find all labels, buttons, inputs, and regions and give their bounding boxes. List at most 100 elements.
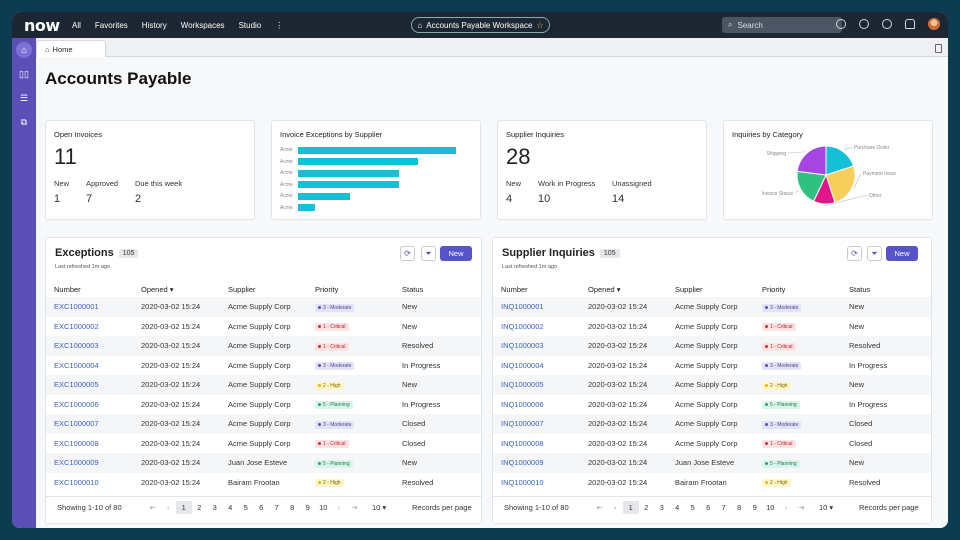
pie-slice[interactable]: [825, 165, 856, 204]
refresh-button[interactable]: ⟳: [847, 246, 862, 261]
column-header[interactable]: Supplier: [675, 285, 703, 294]
last-page-icon[interactable]: ⇥: [798, 503, 805, 512]
table-row[interactable]: INQ1000004 2020-03-02 15:24 Acme Supply Co…: [493, 356, 931, 376]
page-number[interactable]: 9: [305, 503, 310, 512]
tab-home[interactable]: ⌂ Home: [36, 40, 106, 57]
page-number[interactable]: 3: [212, 503, 217, 512]
table-row[interactable]: EXC1000006 2020-03-02 15:24 Acme Supply Co…: [46, 395, 481, 415]
list-icon[interactable]: ☰: [19, 92, 29, 103]
prev-page-icon[interactable]: ‹: [167, 503, 170, 512]
page-number[interactable]: 5: [243, 503, 248, 512]
nav-workspaces[interactable]: Workspaces: [180, 20, 225, 30]
pie-slice[interactable]: [825, 145, 855, 176]
page-number[interactable]: 7: [274, 503, 279, 512]
table-row[interactable]: INQ1000010 2020-03-02 15:24 Bairam Frootan…: [493, 473, 931, 493]
open-invoices-card[interactable]: Open Invoices 11 New 1 Approved 7 Due th…: [45, 120, 255, 220]
record-number-link[interactable]: INQ1000007: [493, 414, 580, 434]
chat-icon[interactable]: [859, 19, 869, 29]
refresh-button[interactable]: ⟳: [400, 246, 415, 261]
page-number[interactable]: 2: [644, 503, 649, 512]
column-header[interactable]: Opened ▾: [588, 285, 621, 294]
supplier-inquiries-card[interactable]: Supplier Inquiries 28 New 4 Work in Prog…: [497, 120, 707, 220]
column-header[interactable]: Number: [54, 285, 81, 294]
column-header[interactable]: Priority: [762, 285, 786, 294]
table-row[interactable]: EXC1000005 2020-03-02 15:24 Acme Supply Co…: [46, 375, 481, 395]
table-row[interactable]: INQ1000005 2020-03-02 15:24 Acme Supply Co…: [493, 375, 931, 395]
page-number[interactable]: 4: [228, 503, 233, 512]
column-header[interactable]: Opened ▾: [141, 285, 174, 294]
home-icon[interactable]: ⌂: [16, 42, 32, 58]
page-number[interactable]: 1: [623, 501, 639, 514]
new-inquiry-button[interactable]: New: [886, 246, 918, 261]
column-header[interactable]: Priority: [315, 285, 339, 294]
page-number[interactable]: 6: [706, 503, 711, 512]
record-number-link[interactable]: EXC1000007: [46, 414, 133, 434]
page-number[interactable]: 3: [659, 503, 664, 512]
page-number[interactable]: 4: [675, 503, 680, 512]
prev-page-icon[interactable]: ‹: [614, 503, 617, 512]
filter-button[interactable]: ⏷: [867, 246, 882, 261]
page-number[interactable]: 6: [259, 503, 264, 512]
record-number-link[interactable]: EXC1000006: [54, 399, 99, 409]
table-row[interactable]: EXC1000002 2020-03-02 15:24 Acme Supply Co…: [46, 317, 481, 337]
table-row[interactable]: INQ1000008 2020-03-02 15:24 Acme Supply Co…: [493, 434, 931, 454]
page-number[interactable]: 10: [319, 503, 328, 512]
record-number-link[interactable]: INQ1000001: [493, 297, 580, 317]
last-page-icon[interactable]: ⇥: [351, 503, 358, 512]
nav-all[interactable]: All: [72, 20, 81, 30]
record-number-link[interactable]: INQ1000002: [501, 321, 544, 331]
table-row[interactable]: EXC1000010 2020-03-02 15:24 Bairam Frootan…: [46, 473, 481, 493]
workspace-pill[interactable]: ⌂ Accounts Payable Workspace ☆: [411, 17, 550, 33]
table-row[interactable]: INQ1000007 2020-03-02 15:24 Acme Supply Co…: [493, 414, 931, 434]
exceptions-by-supplier-card[interactable]: Invoice Exceptions by Supplier Acme Acme A…: [271, 120, 481, 220]
nav-studio[interactable]: Studio: [238, 20, 262, 30]
table-row[interactable]: EXC1000001 2020-03-02 15:24 Acme Supply Co…: [46, 297, 481, 317]
pie-slice[interactable]: [796, 145, 827, 176]
globe-icon[interactable]: [836, 19, 846, 29]
nav-favorites[interactable]: Favorites: [94, 20, 128, 30]
column-header[interactable]: Number: [501, 285, 528, 294]
page-number[interactable]: 2: [197, 503, 202, 512]
record-number-link[interactable]: INQ1000005: [493, 375, 580, 395]
record-number-link[interactable]: EXC1000009: [46, 453, 133, 473]
user-avatar[interactable]: [928, 18, 940, 30]
record-number-link[interactable]: EXC1000010: [54, 477, 99, 487]
table-row[interactable]: EXC1000007 2020-03-02 15:24 Acme Supply Co…: [46, 414, 481, 434]
column-header[interactable]: Status: [849, 285, 871, 294]
record-number-link[interactable]: INQ1000008: [501, 438, 544, 448]
page-number[interactable]: 8: [737, 503, 742, 512]
first-page-icon[interactable]: ⇤: [149, 503, 156, 512]
bar[interactable]: [298, 158, 419, 165]
per-page-select[interactable]: 10 ▾: [372, 503, 387, 512]
table-row[interactable]: INQ1000003 2020-03-02 15:24 Acme Supply Co…: [493, 336, 931, 356]
table-row[interactable]: EXC1000004 2020-03-02 15:24 Acme Supply Co…: [46, 356, 481, 376]
page-number[interactable]: 7: [721, 503, 726, 512]
next-page-icon[interactable]: ›: [784, 503, 788, 512]
table-row[interactable]: EXC1000008 2020-03-02 15:24 Acme Supply Co…: [46, 434, 481, 454]
table-row[interactable]: INQ1000002 2020-03-02 15:24 Acme Supply Co…: [493, 317, 931, 337]
more-menu-icon[interactable]: ⋮: [275, 20, 284, 30]
bar[interactable]: [298, 146, 456, 154]
record-number-link[interactable]: EXC1000005: [46, 375, 133, 395]
page-number[interactable]: 9: [752, 503, 757, 512]
first-page-icon[interactable]: ⇤: [596, 503, 603, 512]
page-number[interactable]: 5: [690, 503, 695, 512]
page-number[interactable]: 10: [766, 503, 775, 512]
page-number[interactable]: 8: [290, 503, 295, 512]
bar[interactable]: [298, 181, 400, 188]
record-number-link[interactable]: EXC1000001: [46, 297, 133, 317]
inquiries-by-category-card[interactable]: Inquiries by Category Purchase Order Paym…: [723, 120, 933, 220]
star-icon[interactable]: ☆: [536, 20, 544, 30]
page-number[interactable]: 1: [176, 501, 192, 514]
column-header[interactable]: Supplier: [228, 285, 256, 294]
record-number-link[interactable]: INQ1000003: [493, 336, 580, 356]
per-page-select[interactable]: 10 ▾: [819, 503, 834, 512]
record-number-link[interactable]: INQ1000004: [501, 360, 544, 370]
record-number-link[interactable]: INQ1000006: [501, 399, 544, 409]
record-number-link[interactable]: INQ1000010: [501, 477, 544, 487]
global-search-input[interactable]: ⌕ Search: [722, 17, 842, 33]
help-icon[interactable]: [882, 19, 892, 29]
record-number-link[interactable]: EXC1000002: [54, 321, 99, 331]
table-row[interactable]: INQ1000001 2020-03-02 15:24 Acme Supply Co…: [493, 297, 931, 317]
table-row[interactable]: INQ1000006 2020-03-02 15:24 Acme Supply Co…: [493, 395, 931, 415]
